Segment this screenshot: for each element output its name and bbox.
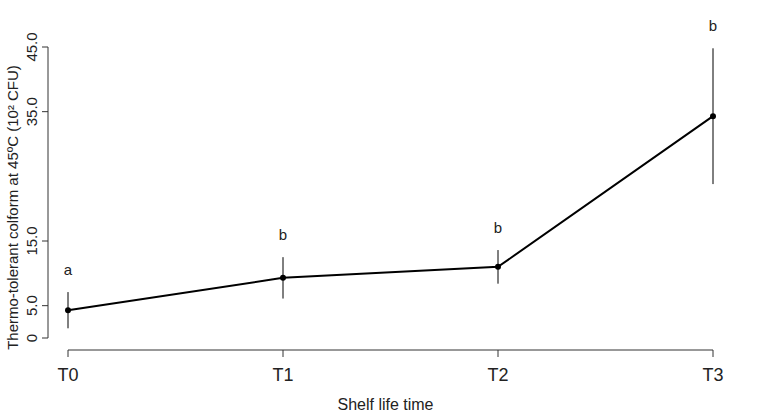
- x-tick-label: T0: [57, 365, 78, 385]
- plot-area: [65, 48, 716, 328]
- x-tick: [68, 350, 69, 357]
- significance-letter: a: [64, 261, 73, 278]
- data-point: [710, 113, 716, 119]
- y-tick: [42, 338, 48, 339]
- x-tick-label: T3: [702, 365, 723, 385]
- data-point: [495, 264, 501, 270]
- significance-letter: b: [709, 17, 717, 34]
- y-tick: [42, 305, 48, 306]
- x-axis-line: [68, 350, 713, 351]
- x-tick-label: T2: [487, 365, 508, 385]
- chart-root: 0 5.0 15.0 35.0 45.0Thermo-tolerant colform …: [0, 0, 777, 415]
- significance-letter: b: [494, 219, 502, 236]
- y-tick: [42, 47, 48, 48]
- x-tick: [713, 350, 714, 357]
- data-line: [68, 116, 713, 310]
- y-tick: [42, 111, 48, 112]
- x-tick-label: T1: [272, 365, 293, 385]
- y-axis-line: [48, 47, 49, 338]
- x-axis-label: Shelf life time: [337, 396, 433, 413]
- data-point: [65, 307, 71, 313]
- y-tick: [42, 241, 48, 242]
- y-tick-label: 45.0: [23, 32, 40, 61]
- y-tick-label: 0: [23, 334, 40, 342]
- y-tick-label: 15.0: [23, 226, 40, 255]
- data-point: [280, 275, 286, 281]
- chart-svg: 0 5.0 15.0 35.0 45.0Thermo-tolerant colform …: [0, 0, 777, 415]
- significance-letter: b: [279, 226, 287, 243]
- x-tick: [498, 350, 499, 357]
- x-tick: [283, 350, 284, 357]
- y-tick-label: 5.0: [23, 295, 40, 316]
- y-tick-label: 35.0: [23, 97, 40, 126]
- y-axis-label: Thermo-tolerant colform at 45ºC (10² CFU…: [4, 65, 21, 350]
